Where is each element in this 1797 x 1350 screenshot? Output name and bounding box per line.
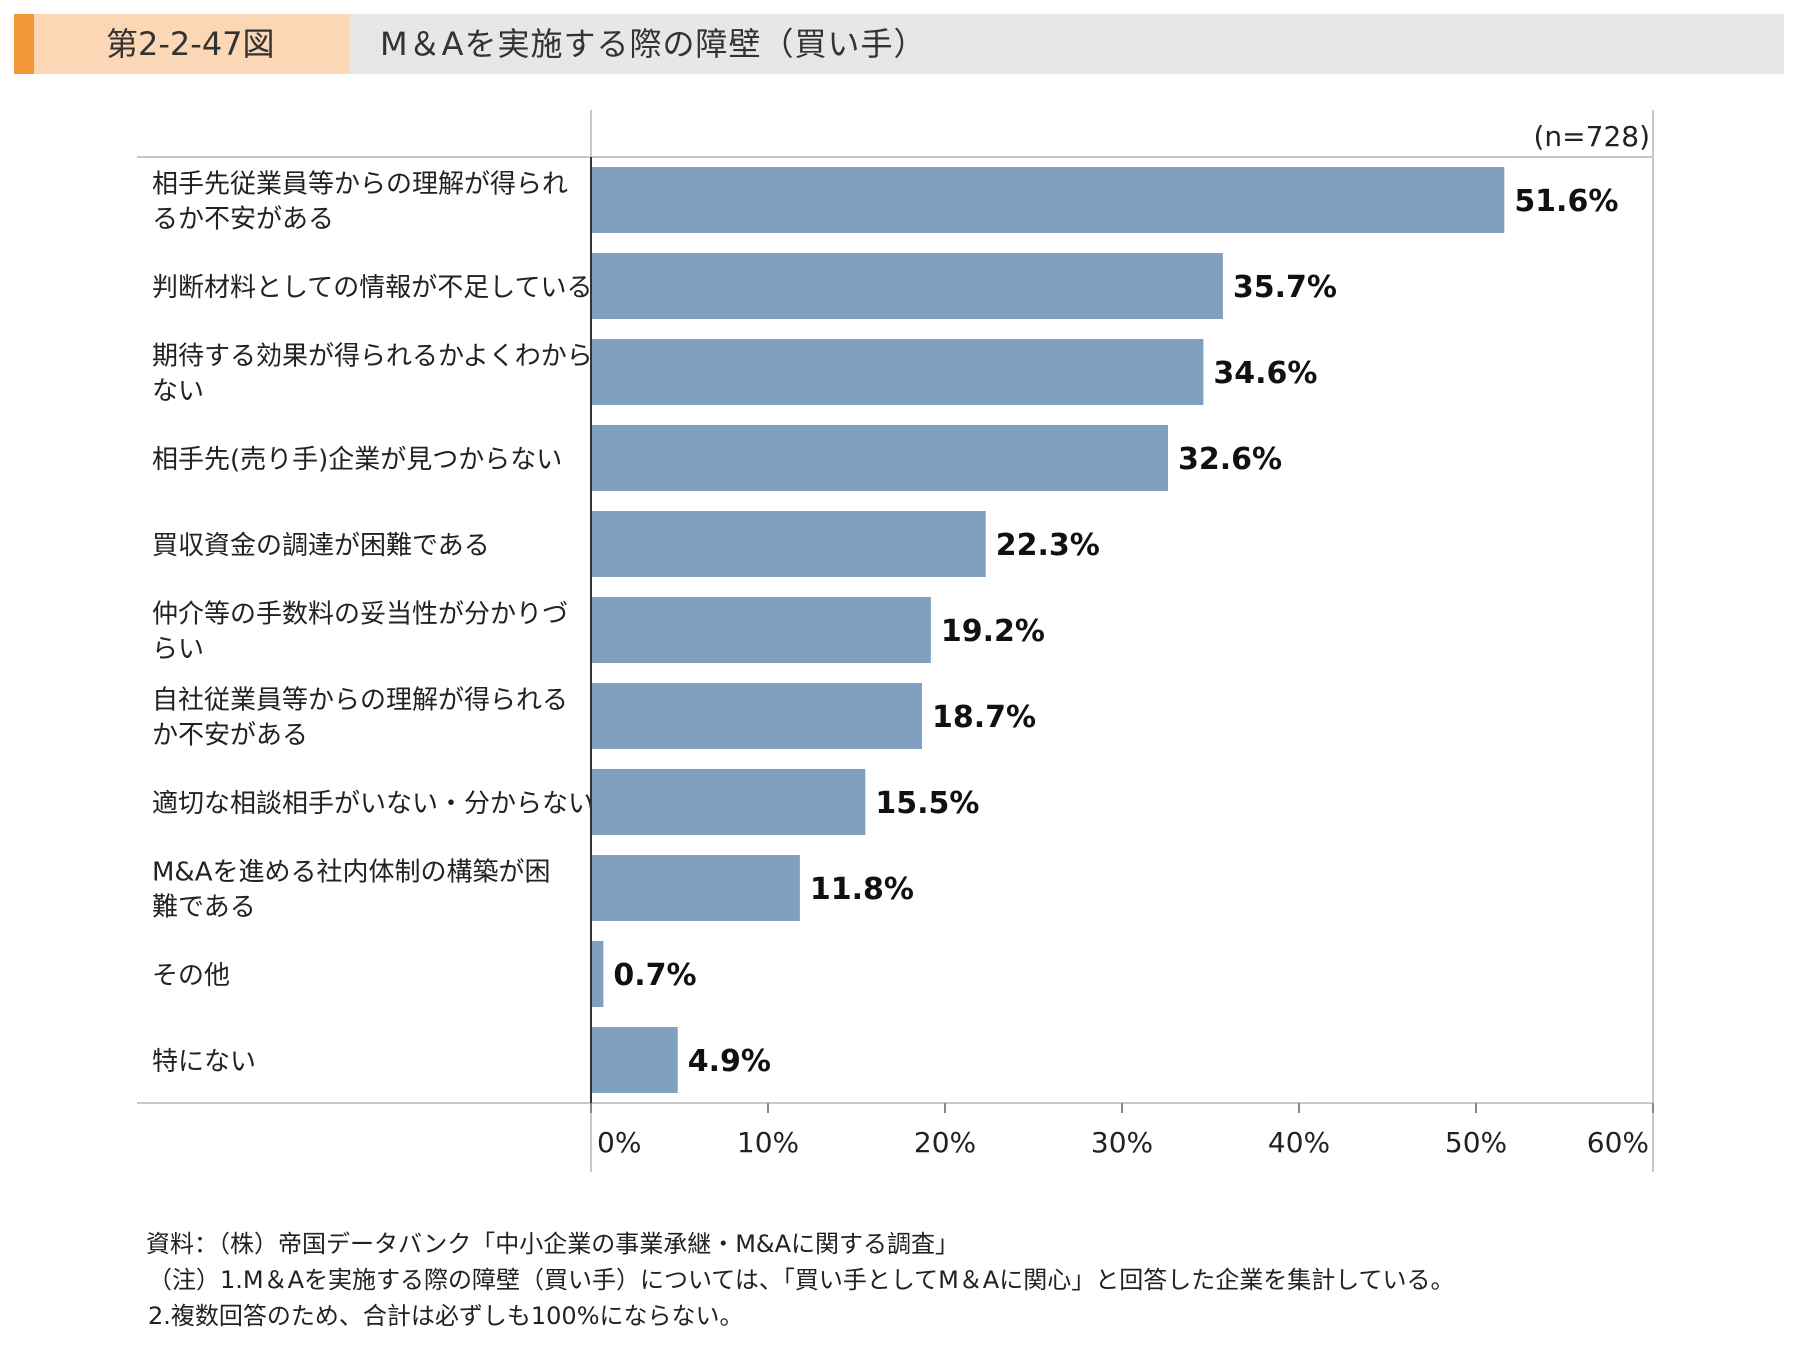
x-tick-label: 30%	[1091, 1126, 1153, 1159]
bar	[591, 941, 604, 1007]
category-label: 期待する効果が得られるかよくわからない	[152, 342, 593, 407]
data-label: 22.3%	[996, 528, 1100, 563]
category-label: 相手先従業員等からの理解が得られるか不安がある	[152, 170, 568, 235]
bar	[591, 769, 866, 835]
category-label: 自社従業員等からの理解が得られるか不安がある	[152, 686, 568, 751]
category-label: M&Aを進める社内体制の構築が困難である	[152, 858, 551, 923]
x-tick-label: 20%	[914, 1126, 976, 1159]
data-label: 0.7%	[613, 958, 696, 993]
bar	[591, 425, 1169, 491]
category-label: その他	[152, 961, 230, 991]
data-label: 32.6%	[1178, 442, 1282, 477]
header-accent-bar	[14, 14, 34, 74]
bar	[591, 1027, 678, 1093]
bar	[591, 253, 1223, 319]
category-label: 適切な相談相手がいない・分からない	[152, 789, 594, 819]
bar	[591, 167, 1505, 233]
data-label: 15.5%	[875, 786, 979, 821]
category-label: 相手先(売り手)企業が見つからない	[152, 445, 562, 475]
bar	[591, 339, 1204, 405]
x-tick-label: 10%	[737, 1126, 799, 1159]
data-label: 11.8%	[810, 872, 914, 907]
data-label: 34.6%	[1213, 356, 1317, 391]
bar	[591, 683, 922, 749]
bar	[591, 511, 986, 577]
data-label: 35.7%	[1233, 270, 1337, 305]
x-tick-label: 0%	[597, 1126, 641, 1159]
data-label: 18.7%	[932, 700, 1036, 735]
data-label: 51.6%	[1514, 184, 1618, 219]
figure-header: 第2-2-47図 M＆Aを実施する際の障壁（買い手）	[14, 14, 1784, 74]
bar	[591, 855, 800, 921]
bar-chart: (n=728) 51.6% 相手先従業員等からの理解が得られるか不安がある 35.7%…	[137, 110, 1654, 1172]
sample-size-label: (n=728)	[1534, 120, 1651, 153]
category-label: 特にない	[152, 1047, 256, 1077]
x-tick-label: 60%	[1587, 1126, 1649, 1159]
note-1: （注）1.M＆Aを実施する際の障壁（買い手）については、「買い手としてM＆Aに関…	[148, 1266, 1455, 1294]
figure-title: M＆Aを実施する際の障壁（買い手）	[380, 25, 927, 63]
figure-number: 第2-2-47図	[34, 14, 350, 74]
category-label: 仲介等の手数料の妥当性が分かりづらい	[152, 600, 568, 665]
category-label: 買収資金の調達が困難である	[152, 531, 490, 561]
x-tick-label: 50%	[1445, 1126, 1507, 1159]
category-label: 判断材料としての情報が不足している	[152, 273, 592, 303]
note-2: 2.複数回答のため、合計は必ずしも100%にならない。	[148, 1302, 744, 1330]
bar	[591, 597, 931, 663]
data-label: 4.9%	[688, 1044, 771, 1079]
data-label: 19.2%	[941, 614, 1045, 649]
x-tick-label: 40%	[1268, 1126, 1330, 1159]
footnotes: 資料：（株）帝国データバンク「中小企業の事業承継・M&Aに関する調査」 （注）1…	[146, 1226, 1786, 1334]
source-note: 資料：（株）帝国データバンク「中小企業の事業承継・M&Aに関する調査」	[146, 1230, 960, 1258]
